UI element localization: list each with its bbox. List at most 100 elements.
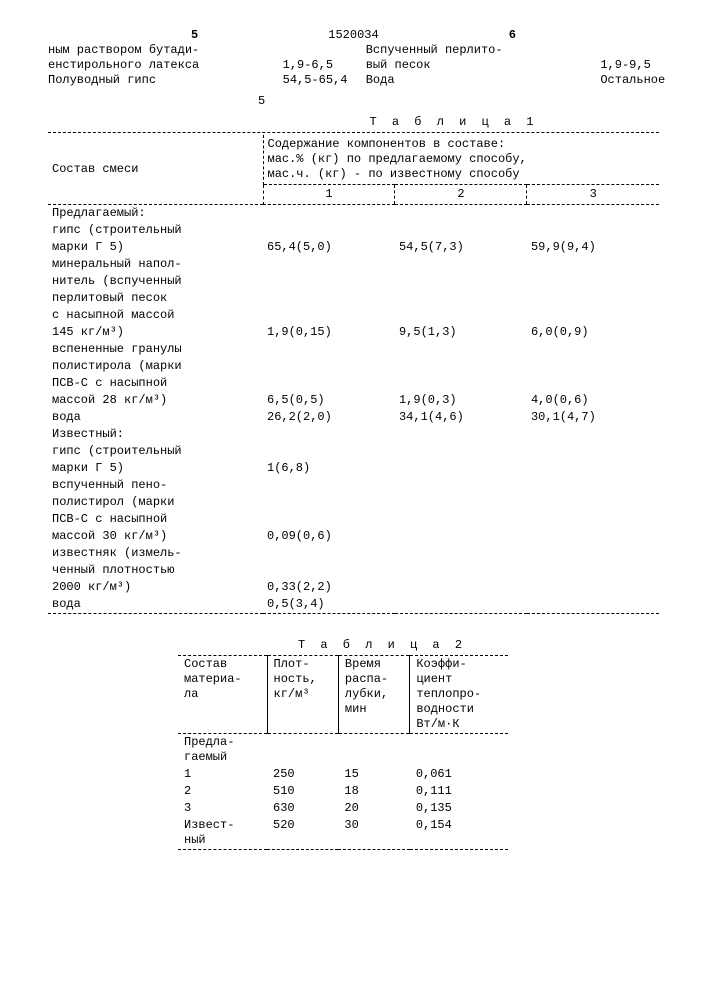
t1-val [395,579,527,596]
t1-head-l2: мас.% (кг) по предлагаемому способу, [268,152,527,166]
t2-val: 0,061 [410,766,508,783]
header-block: 1520034 5 ным раствором бутади- енстирол… [48,28,659,88]
t1-val [527,460,659,477]
table-row: Извест-ный520300,154 [178,817,508,850]
page: 1520034 5 ным раствором бутади- енстирол… [0,0,707,1000]
t1-name: массой 28 кг/м³) [48,392,263,409]
t2-col-1: Плот-ность,кг/м³ [267,656,338,734]
t1-val [527,256,659,273]
t2-name: 2 [178,783,267,800]
t2-val: 510 [267,783,338,800]
table-2: Т а б л и ц а 2 Составматериа-ла Плот-но… [178,638,508,850]
table1-title: Т а б л и ц а 1 [248,115,659,130]
table-row: минеральный напол- [48,256,659,273]
t2-col-0: Составматериа-ла [178,656,267,734]
t2-val: 30 [338,817,409,850]
right-val-2: Остальное [600,73,659,88]
t1-val [395,222,527,239]
t1-col-2: 2 [395,185,527,205]
t1-name: известняк (измель- [48,545,263,562]
table-row: вода0,5(3,4) [48,596,659,614]
t1-name: полистирола (марки [48,358,263,375]
t1-val [395,528,527,545]
t1-val [395,562,527,579]
table-row: 1250150,061 [178,766,508,783]
t1-val: 0,5(3,4) [263,596,395,614]
table-row: известняк (измель- [48,545,659,562]
t1-val [527,358,659,375]
table-row: ПСВ-С с насыпной [48,511,659,528]
t1-name: массой 30 кг/м³) [48,528,263,545]
table-row: вспененные гранулы [48,341,659,358]
t1-val [263,545,395,562]
t1-head-l1: Содержание компонентов в составе: [268,137,506,151]
t1-val [263,341,395,358]
t1-val: 34,1(4,6) [395,409,527,426]
table-row: гипс (строительный [48,443,659,460]
t1-val [527,477,659,494]
t1-val [527,545,659,562]
t1-val [527,426,659,443]
t1-val [395,205,527,222]
t1-val [395,596,527,614]
t1-name: вода [48,409,263,426]
t1-val [263,358,395,375]
t2-val: 250 [267,766,338,783]
t1-val [395,341,527,358]
left-val-0 [283,43,342,58]
t2-val [267,734,338,767]
table-row: вспученный пено- [48,477,659,494]
table-row: ПСВ-С с насыпной [48,375,659,392]
t1-head: Содержание компонентов в составе: мас.% … [263,135,659,185]
t1-name: ПСВ-С с насыпной [48,511,263,528]
t1-val: 0,33(2,2) [263,579,395,596]
doc-number: 1520034 [0,28,707,43]
t1-val: 26,2(2,0) [263,409,395,426]
t1-val [263,222,395,239]
left-line-2: Полуводный гипс [48,73,200,88]
t1-mix-label: Состав смеси [48,135,263,205]
table-row: марки Г 5)65,4(5,0)54,5(7,3)59,9(9,4) [48,239,659,256]
table-row: марки Г 5)1(6,8) [48,460,659,477]
right-line-2: Вода [366,73,518,88]
table-row: 3630200,135 [178,800,508,817]
t1-name: ПСВ-С с насыпной [48,375,263,392]
t1-val: 1,9(0,15) [263,324,395,341]
t1-val [395,358,527,375]
t1-val [263,443,395,460]
t1-val: 65,4(5,0) [263,239,395,256]
t1-name: марки Г 5) [48,239,263,256]
small-5: 5 [258,94,659,109]
left-val-2: 54,5-65,4 [283,73,342,88]
t1-val [527,205,659,222]
t1-val [527,341,659,358]
t2-val [410,734,508,767]
t1-val [263,205,395,222]
t1-val [395,545,527,562]
t1-val [395,290,527,307]
t1-name: нитель (вспученный [48,273,263,290]
table-row: вода26,2(2,0)34,1(4,6)30,1(4,7) [48,409,659,426]
t1-name: с насыпной массой [48,307,263,324]
t1-name: минеральный напол- [48,256,263,273]
t1-val [395,477,527,494]
t1-name: Предлагаемый: [48,205,263,222]
table-row: ченный плотностью [48,562,659,579]
t2-val: 18 [338,783,409,800]
t1-val: 6,0(0,9) [527,324,659,341]
t1-val [527,562,659,579]
t1-val [263,426,395,443]
t1-val: 9,5(1,3) [395,324,527,341]
t1-val [527,443,659,460]
t1-val [263,477,395,494]
table-1: Т а б л и ц а 1 Состав смеси Содержание … [48,115,659,614]
t1-val [395,511,527,528]
t1-val [263,494,395,511]
left-line-1: енстирольного латекса [48,58,200,73]
t1-val [263,307,395,324]
t1-val [527,494,659,511]
t1-val: 1,9(0,3) [395,392,527,409]
t1-val [263,562,395,579]
t2-val: 20 [338,800,409,817]
table-row: 2510180,111 [178,783,508,800]
